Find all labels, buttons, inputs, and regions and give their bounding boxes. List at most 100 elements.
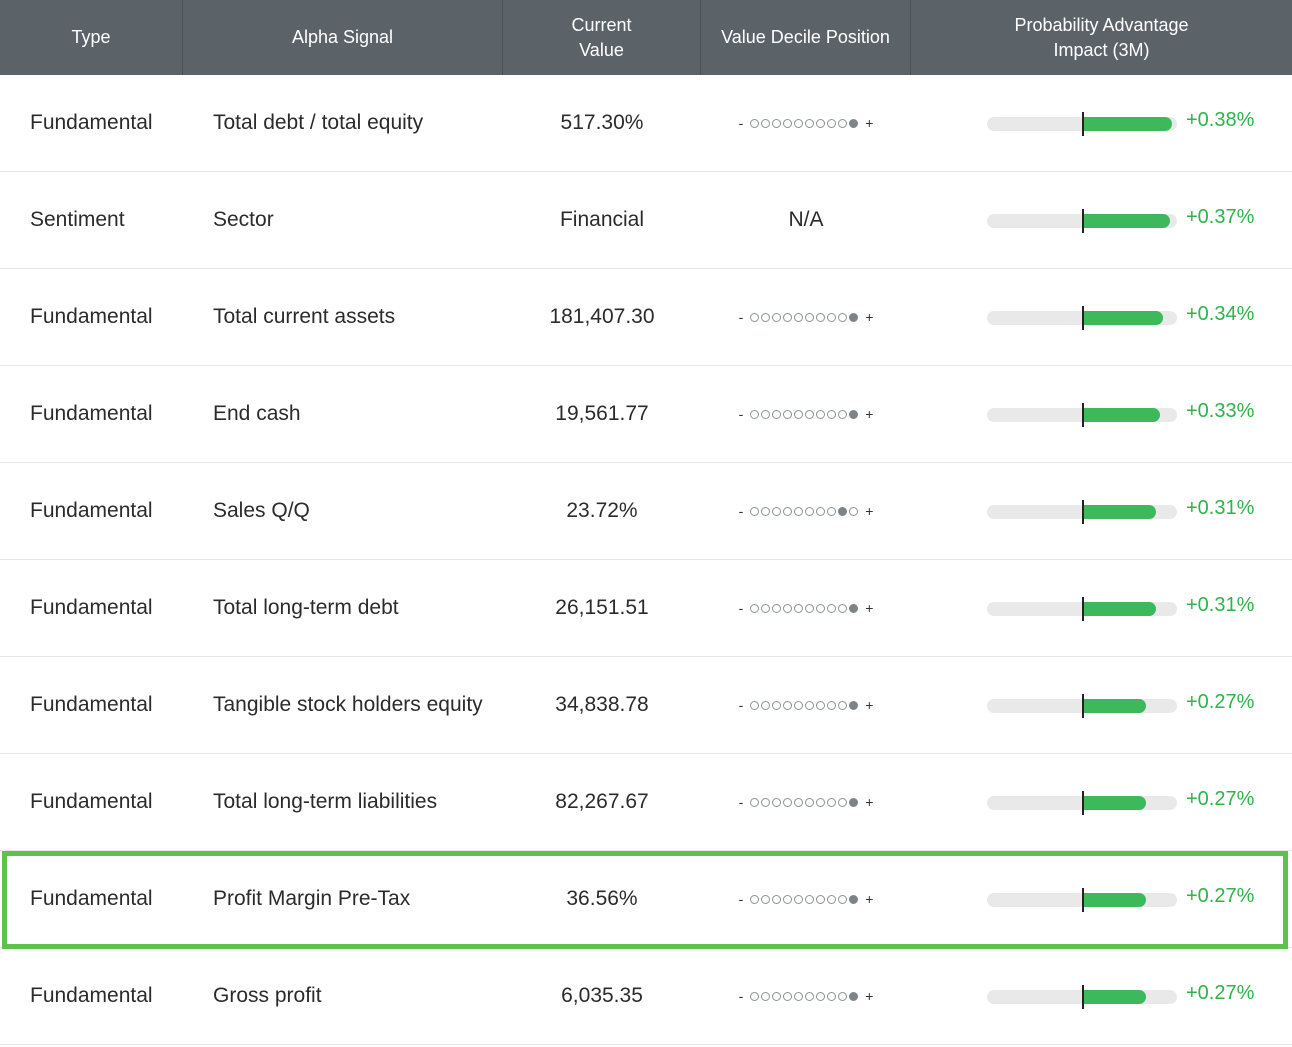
cell-decile-position: - + xyxy=(701,657,911,753)
decile-minus-label: - xyxy=(738,988,744,1004)
cell-probability-impact: +0.27% xyxy=(911,657,1292,753)
cell-decile-position: - + xyxy=(701,75,911,171)
cell-decile-position: - + xyxy=(701,560,911,656)
decile-dot xyxy=(794,700,804,710)
decile-dot xyxy=(750,603,760,613)
impact-value: +0.27% xyxy=(1186,788,1255,810)
impact-axis-line xyxy=(1082,694,1084,718)
cell-alpha-signal: Sales Q/Q xyxy=(213,499,310,522)
header-current-value-label: Current Value xyxy=(571,14,632,60)
decile-indicator: - + xyxy=(739,309,874,325)
impact-value: +0.37% xyxy=(1186,206,1255,228)
decile-dot xyxy=(783,991,793,1001)
decile-dot xyxy=(816,506,826,516)
impact-axis-line xyxy=(1082,403,1084,427)
decile-dot xyxy=(783,118,793,128)
impact-value: +0.31% xyxy=(1186,594,1255,616)
decile-plus-label: + xyxy=(865,406,874,422)
decile-dot xyxy=(816,603,826,613)
impact-bar-track xyxy=(987,985,1177,1009)
impact-axis-line xyxy=(1082,209,1084,233)
impact-axis-line xyxy=(1082,306,1084,330)
impact-bar-track xyxy=(987,500,1177,524)
cell-current-value: 36.56% xyxy=(566,887,638,910)
decile-minus-label: - xyxy=(738,115,744,131)
impact-axis-line xyxy=(1082,888,1084,912)
cell-alpha-signal: Total long-term debt xyxy=(213,596,399,619)
decile-dot xyxy=(805,118,815,128)
cell-type: Fundamental xyxy=(30,790,153,813)
cell-type: Sentiment xyxy=(30,208,125,231)
decile-dot xyxy=(827,312,837,322)
decile-dot xyxy=(783,894,793,904)
decile-dot-active xyxy=(849,797,859,807)
decile-minus-label: - xyxy=(738,794,744,810)
decile-indicator: - + xyxy=(739,115,874,131)
decile-dot xyxy=(816,894,826,904)
decile-dot xyxy=(772,312,782,322)
decile-dot xyxy=(794,506,804,516)
cell-type: Fundamental xyxy=(30,305,153,328)
table-row[interactable]: Fundamental Tangible stock holders equity… xyxy=(0,657,1292,754)
table-row[interactable]: Fundamental Total current assets 181,407.3… xyxy=(0,269,1292,366)
cell-decile-position: - + xyxy=(701,366,911,462)
decile-dot xyxy=(772,506,782,516)
cell-alpha-signal: Tangible stock holders equity xyxy=(213,693,483,716)
table-row[interactable]: Fundamental Profit Margin Pre-Tax 36.56% - +… xyxy=(0,851,1292,948)
decile-dot xyxy=(794,991,804,1001)
decile-plus-label: + xyxy=(865,600,874,616)
header-type[interactable]: Type xyxy=(0,0,183,75)
cell-alpha-signal: Total current assets xyxy=(213,305,396,328)
decile-dot xyxy=(805,797,815,807)
table-row[interactable]: Fundamental Gross profit 6,035.35- + +0.27% xyxy=(0,948,1292,1045)
cell-current-value: 82,267.67 xyxy=(555,790,649,813)
impact-value: +0.31% xyxy=(1186,497,1255,519)
decile-dot xyxy=(838,894,848,904)
decile-dot xyxy=(816,118,826,128)
cell-current-value: 19,561.77 xyxy=(555,402,649,425)
decile-dot xyxy=(750,506,760,516)
decile-dot xyxy=(772,700,782,710)
decile-dot-active xyxy=(849,118,859,128)
decile-dot xyxy=(805,409,815,419)
decile-dot xyxy=(783,603,793,613)
decile-minus-label: - xyxy=(738,600,744,616)
cell-decile-position: - + xyxy=(701,948,911,1044)
impact-axis-line xyxy=(1082,985,1084,1009)
cell-current-value: 34,838.78 xyxy=(555,693,649,716)
impact-bar-track xyxy=(987,597,1177,621)
header-alpha-signal[interactable]: Alpha Signal xyxy=(183,0,503,75)
decile-minus-label: - xyxy=(738,406,744,422)
cell-decile-position: - + xyxy=(701,269,911,365)
impact-bar-track xyxy=(987,694,1177,718)
cell-type: Fundamental xyxy=(30,984,153,1007)
impact-bar-fill xyxy=(1082,990,1146,1004)
table-row[interactable]: Fundamental Total debt / total equity 517.… xyxy=(0,75,1292,172)
impact-value: +0.27% xyxy=(1186,885,1255,907)
decile-dot xyxy=(838,797,848,807)
table-row[interactable]: Fundamental Sales Q/Q 23.72% - + +0.31% xyxy=(0,463,1292,560)
decile-dot xyxy=(772,991,782,1001)
decile-dot xyxy=(838,991,848,1001)
decile-plus-label: + xyxy=(865,891,874,907)
cell-type: Fundamental xyxy=(30,596,153,619)
decile-dot xyxy=(816,700,826,710)
table-row[interactable]: Fundamental Total long-term debt 26,151.51… xyxy=(0,560,1292,657)
cell-alpha-signal: Profit Margin Pre-Tax xyxy=(213,887,411,910)
table-row[interactable]: Fundamental End cash 19,561.77- + +0.33% xyxy=(0,366,1292,463)
header-probability-impact[interactable]: Probability Advantage Impact (3M) xyxy=(911,0,1292,75)
decile-dot xyxy=(750,700,760,710)
cell-probability-impact: +0.27% xyxy=(911,754,1292,850)
impact-value: +0.38% xyxy=(1186,109,1255,131)
decile-dot xyxy=(805,603,815,613)
cell-alpha-signal: Sector xyxy=(213,208,274,231)
header-current-value[interactable]: Current Value xyxy=(503,0,701,75)
header-value-decile[interactable]: Value Decile Position xyxy=(701,0,911,75)
table-row[interactable]: Sentiment Sector Financial N/A +0.37% xyxy=(0,172,1292,269)
decile-dot xyxy=(838,409,848,419)
decile-dot xyxy=(783,409,793,419)
table-row[interactable]: Fundamental Total long-term liabilities 82… xyxy=(0,754,1292,851)
cell-type: Fundamental xyxy=(30,111,153,134)
decile-dot xyxy=(783,312,793,322)
